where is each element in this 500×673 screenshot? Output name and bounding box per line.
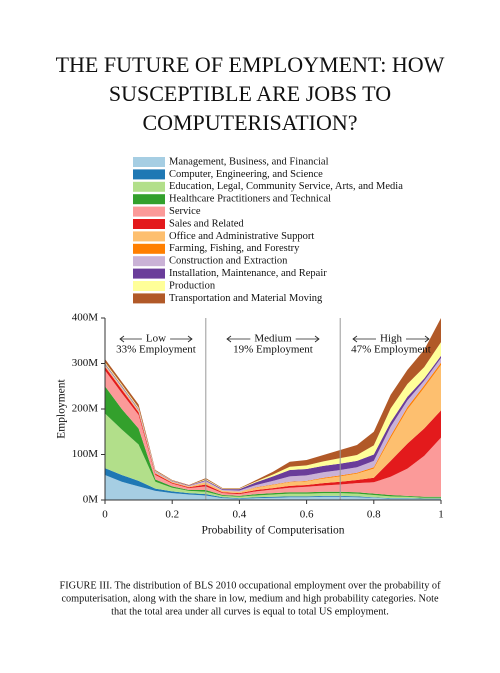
- legend-swatch: [133, 243, 165, 254]
- legend-swatch: [133, 157, 165, 167]
- legend-label: Production: [169, 280, 216, 291]
- y-axis-label: Employment: [56, 378, 68, 438]
- title-line: THE FUTURE OF EMPLOYMENT: HOW: [56, 52, 445, 77]
- legend-label: Transportation and Material Moving: [169, 293, 323, 304]
- annotation-label: Medium: [254, 333, 292, 345]
- annotation-sub: 19% Employment: [233, 344, 313, 356]
- arrow: [406, 335, 430, 343]
- area: [105, 318, 441, 489]
- legend-swatch: [133, 206, 165, 217]
- title-line: COMPUTERISATION?: [142, 110, 357, 135]
- x-tick-label: 0.4: [233, 509, 247, 521]
- x-tick-label: 0: [102, 509, 108, 521]
- legend-label: Computer, Engineering, and Science: [169, 169, 323, 180]
- annotation-sub: 33% Employment: [116, 344, 196, 356]
- arrow: [119, 335, 142, 343]
- area: [105, 474, 441, 500]
- legend-label: Management, Business, and Financial: [169, 156, 329, 167]
- y-tick-label: 400M: [72, 312, 99, 324]
- area: [105, 370, 441, 497]
- y-tick-label: 100M: [72, 448, 99, 460]
- x-axis-label: Probability of Computerisation: [201, 525, 344, 537]
- legend-swatch: [133, 281, 165, 291]
- legend-label: Installation, Maintenance, and Repair: [169, 268, 327, 279]
- legend-label: Farming, Fishing, and Forestry: [169, 243, 300, 254]
- annotation-label: Low: [146, 333, 166, 345]
- caption-line: FIGURE III. The distribution of BLS 2010…: [59, 580, 441, 591]
- caption-line: that the total area under all curves is …: [111, 606, 389, 617]
- x-tick-label: 1: [438, 509, 444, 521]
- legend-swatch: [133, 194, 165, 205]
- legend-label: Education, Legal, Community Service, Art…: [169, 181, 403, 192]
- y-tick-label: 200M: [72, 403, 99, 415]
- legend-swatch: [133, 256, 165, 267]
- x-tick-label: 0.6: [300, 509, 314, 521]
- legend-label: Sales and Related: [169, 218, 244, 229]
- caption-line: computerisation, along with the share in…: [61, 593, 439, 604]
- annotation-sub: 47% Employment: [351, 344, 431, 356]
- y-tick-label: 0M: [83, 494, 99, 506]
- y-tick-label: 300M: [72, 357, 99, 369]
- annotation-label: High: [380, 333, 403, 345]
- legend-label: Office and Administrative Support: [169, 231, 314, 242]
- legend-swatch: [133, 293, 165, 304]
- legend-swatch: [133, 268, 165, 279]
- legend-swatch: [133, 231, 165, 242]
- legend-label: Construction and Extraction: [169, 256, 288, 267]
- arrow: [295, 335, 320, 343]
- legend-swatch: [133, 169, 165, 180]
- legend-swatch: [133, 219, 165, 229]
- legend-label: Service: [169, 206, 201, 217]
- title-line: SUSCEPTIBLE ARE JOBS TO: [109, 81, 391, 106]
- arrow: [226, 335, 251, 343]
- legend-label: Healthcare Practitioners and Technical: [169, 194, 331, 205]
- arrow: [352, 335, 376, 343]
- arrow: [170, 335, 193, 343]
- x-tick-label: 0.2: [165, 509, 179, 521]
- legend-swatch: [133, 181, 165, 192]
- x-tick-label: 0.8: [367, 509, 381, 521]
